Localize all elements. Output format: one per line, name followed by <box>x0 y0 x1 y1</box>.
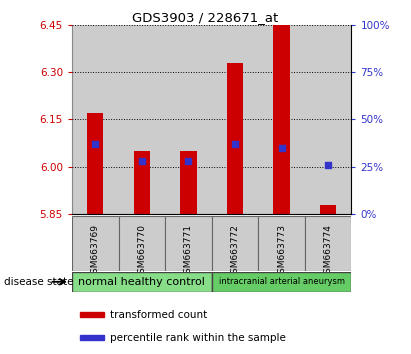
Point <box>325 162 331 168</box>
Bar <box>212 216 258 271</box>
Bar <box>118 216 165 271</box>
Bar <box>227 63 243 214</box>
Bar <box>212 272 351 292</box>
Point <box>232 141 238 147</box>
Point <box>92 141 99 147</box>
Text: GSM663774: GSM663774 <box>323 224 332 279</box>
Bar <box>258 216 305 271</box>
Bar <box>134 151 150 214</box>
Bar <box>72 216 118 271</box>
Point <box>278 145 285 151</box>
Text: GDS3903 / 228671_at: GDS3903 / 228671_at <box>132 11 279 24</box>
Text: intracranial arterial aneurysm: intracranial arterial aneurysm <box>219 277 344 286</box>
Bar <box>212 25 258 214</box>
Text: normal healthy control: normal healthy control <box>79 277 205 287</box>
Text: transformed count: transformed count <box>111 309 208 320</box>
Text: percentile rank within the sample: percentile rank within the sample <box>111 332 286 343</box>
Bar <box>72 272 212 292</box>
Bar <box>258 25 305 214</box>
Bar <box>72 25 118 214</box>
Bar <box>273 25 290 214</box>
Point <box>139 158 145 164</box>
Bar <box>80 312 104 317</box>
Point <box>185 158 192 164</box>
Bar <box>80 335 104 340</box>
Bar <box>165 216 212 271</box>
Bar <box>165 25 212 214</box>
Bar <box>180 151 196 214</box>
Text: GSM663771: GSM663771 <box>184 224 193 279</box>
Bar <box>320 205 336 214</box>
Text: GSM663773: GSM663773 <box>277 224 286 279</box>
Text: GSM663769: GSM663769 <box>91 224 100 279</box>
Text: disease state: disease state <box>4 277 74 287</box>
Bar <box>305 25 351 214</box>
Text: GSM663770: GSM663770 <box>137 224 146 279</box>
Bar <box>87 113 103 214</box>
Bar <box>118 25 165 214</box>
Bar <box>305 216 351 271</box>
Text: GSM663772: GSM663772 <box>231 224 240 279</box>
